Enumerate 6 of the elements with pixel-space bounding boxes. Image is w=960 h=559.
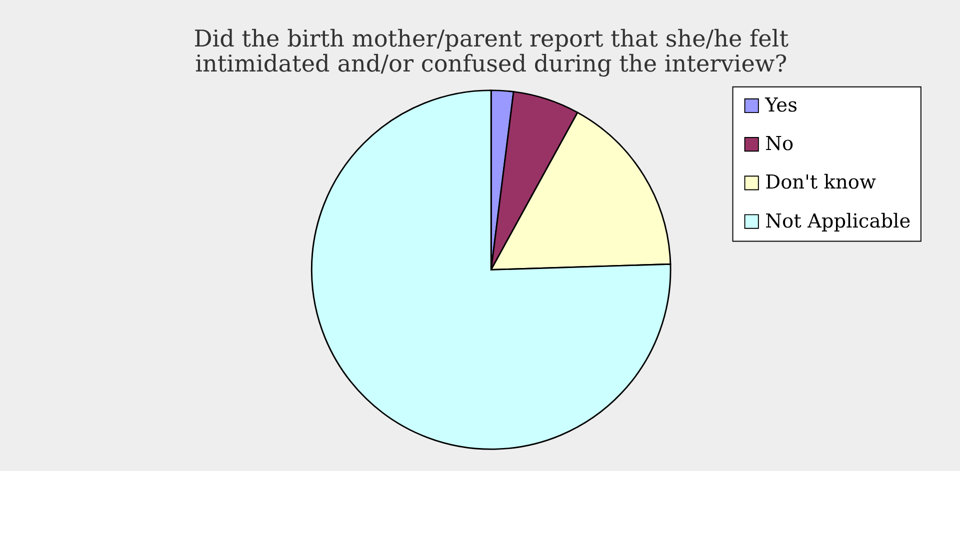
legend-label: Yes: [764, 94, 798, 117]
pie-slice: [311, 90, 672, 450]
chart-title: Did the birth mother/parent report that she/he felt intimidated and/or confused during the interview?: [194, 26, 790, 78]
legend-label: Don't know: [765, 170, 876, 194]
legend-label: No: [765, 132, 794, 156]
legend-label: Not Applicable: [765, 209, 911, 232]
